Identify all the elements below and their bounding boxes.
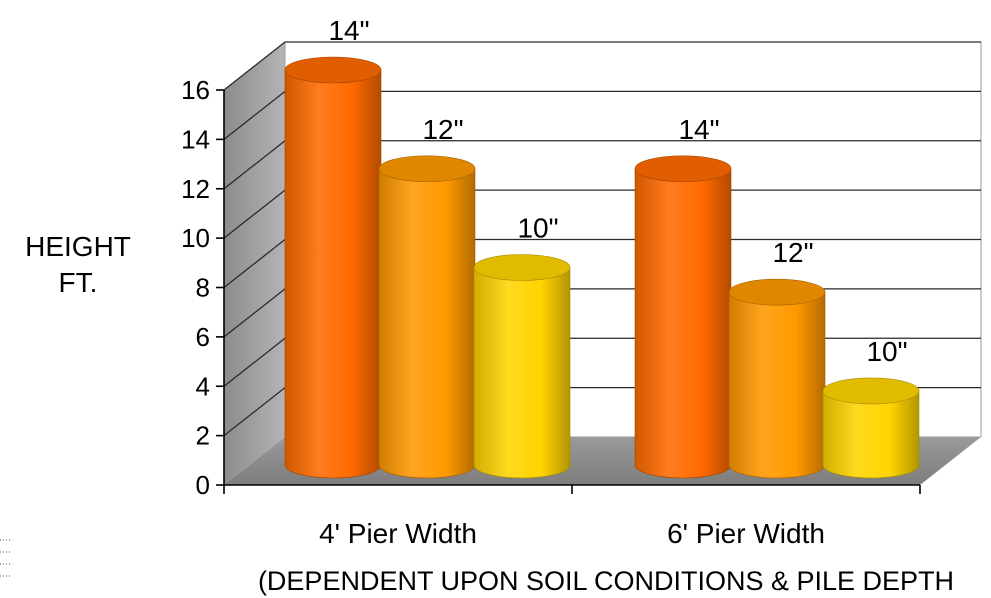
y-axis-label-line-2: FT.: [59, 267, 98, 298]
y-tick-label-4: 4: [196, 371, 210, 401]
bar-body-0-2: [473, 267, 571, 479]
category-label-4ft: 4' Pier Width: [319, 518, 477, 549]
y-tick-label-0: 0: [196, 470, 210, 500]
bar-top-0-0: [284, 56, 382, 84]
gridline-side-12: [223, 140, 286, 190]
gridline-side-4: [223, 337, 286, 387]
bar-body-0-0: [284, 69, 382, 479]
y-tick-label-2: 2: [196, 421, 210, 451]
data-label-1-1: 12": [772, 237, 813, 268]
bar-top-1-0: [634, 155, 732, 183]
data-label-0-2: 10": [517, 213, 558, 244]
dotted-mark: [0, 539, 10, 577]
gridline-side-14: [223, 90, 286, 140]
x-axis: [223, 484, 921, 494]
bar-body-1-0: [634, 168, 732, 479]
data-label-0-0: 14": [328, 15, 369, 46]
data-labels: 14" 12" 10" 14" 12" 10": [328, 15, 907, 367]
bar-0-0: [284, 56, 382, 479]
y-tick-label-12: 12: [181, 174, 210, 204]
gridline-side-2: [223, 387, 286, 437]
bar-top-0-1: [378, 155, 476, 183]
y-tick-label-16: 16: [181, 75, 210, 105]
bar-body-0-1: [378, 168, 476, 479]
y-tick-label-10: 10: [181, 223, 210, 253]
bar-top-0-2: [473, 254, 571, 281]
y-tick-label-6: 6: [196, 322, 210, 352]
y-tick-label-8: 8: [196, 273, 210, 303]
bar-body-1-1: [728, 291, 826, 479]
bar-body-1-2: [822, 390, 920, 479]
bar-top-1-2: [822, 377, 920, 405]
y-tick-label-14: 14: [181, 124, 210, 154]
bar-1-0: [634, 155, 732, 479]
bar-0-1: [378, 155, 476, 479]
gridline-side-8: [223, 238, 286, 289]
gridline-side-6: [223, 288, 286, 338]
data-label-0-1: 12": [422, 114, 463, 145]
bar-1-1: [728, 278, 826, 479]
y-axis-label-line-1: HEIGHT: [25, 231, 131, 262]
bars: [284, 56, 920, 479]
bar-0-2: [473, 254, 571, 479]
bar-top-1-1: [728, 278, 826, 306]
data-label-1-0: 14": [678, 114, 719, 145]
gridline-side-16: [223, 41, 286, 91]
data-label-1-2: 10": [866, 336, 907, 367]
gridline-side-10: [223, 189, 286, 239]
bar-1-2: [822, 377, 920, 479]
y-axis: 0 2 4 6 8 10 12 14 16: [181, 75, 225, 500]
chart-note: (DEPENDENT UPON SOIL CONDITIONS & PILE D…: [258, 566, 954, 596]
category-label-6ft: 6' Pier Width: [667, 518, 825, 549]
